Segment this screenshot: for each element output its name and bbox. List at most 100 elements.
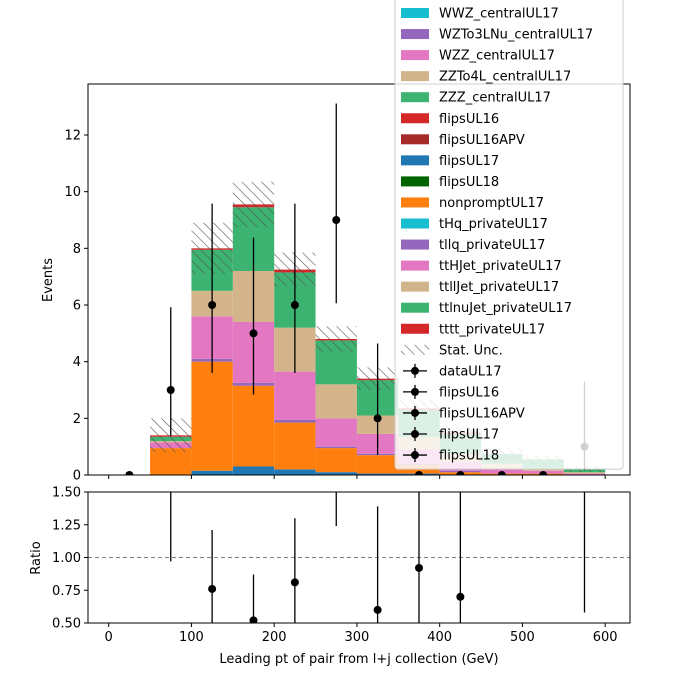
data-point-7 bbox=[414, 471, 423, 475]
top-ytick-label-5: 10 bbox=[64, 185, 81, 200]
ratio-xtick-label-2: 200 bbox=[262, 630, 287, 645]
ratio-ytick-label-1: 0.75 bbox=[52, 584, 81, 599]
bar-ttHJet_privateUL17-5 bbox=[315, 418, 357, 447]
top-ytick-label-3: 6 bbox=[73, 299, 81, 314]
legend-label-9: nonpromptUL17 bbox=[439, 196, 544, 211]
bar-ttHJet_privateUL17-11 bbox=[563, 473, 606, 475]
data-point-10 bbox=[539, 471, 548, 475]
bar-tllq_privateUL17-5 bbox=[315, 446, 357, 449]
legend-label-10: tHq_privateUL17 bbox=[439, 217, 548, 232]
legend-swatch-8 bbox=[401, 176, 429, 187]
legend-marker-17 bbox=[411, 366, 419, 375]
ratio-ytick-label-4: 1.50 bbox=[52, 486, 81, 501]
legend-swatch-10 bbox=[401, 218, 429, 229]
legend-label-18: flipsUL16 bbox=[439, 385, 499, 400]
legend-marker-21 bbox=[411, 451, 419, 460]
ratio-point-6 bbox=[414, 563, 423, 572]
legend-swatch-13 bbox=[401, 281, 429, 292]
legend-label-7: flipsUL17 bbox=[439, 154, 499, 169]
bar-nonpromptUL17-6 bbox=[356, 455, 399, 474]
ratio-point-2 bbox=[249, 616, 258, 623]
ratio-xtick-label-5: 500 bbox=[510, 630, 535, 645]
legend-label-14: ttlnuJet_privateUL17 bbox=[439, 301, 572, 316]
legend-label-1: WZTo3LNu_centralUL17 bbox=[439, 28, 593, 43]
legend-label-0: WWZ_centralUL17 bbox=[439, 7, 559, 22]
legend-label-6: flipsUL16APV bbox=[439, 133, 525, 148]
bar-flipsUL17-3 bbox=[232, 466, 275, 475]
legend-swatch-stat-unc bbox=[401, 344, 429, 355]
bar-flipsUL17-6 bbox=[356, 473, 399, 475]
legend-swatch-6 bbox=[401, 134, 429, 145]
legend-swatch-12 bbox=[401, 260, 429, 271]
legend: WWZ_centralUL17 WZTo3LNu_centralUL17 WZZ_c… bbox=[394, 0, 624, 470]
data-point-1 bbox=[166, 386, 175, 394]
legend-label-15: tttt_privateUL17 bbox=[439, 322, 545, 337]
data-point-6 bbox=[373, 414, 382, 423]
bar-flipsUL17-2 bbox=[191, 470, 233, 475]
bar-flipsUL17-4 bbox=[274, 469, 316, 475]
legend-box bbox=[394, 0, 624, 470]
bar-nonpromptUL17-2 bbox=[191, 361, 233, 471]
bar-ttHJet_privateUL17-4 bbox=[274, 371, 316, 420]
legend-swatch-0 bbox=[401, 8, 429, 18]
stat-unc-band-3 bbox=[232, 181, 275, 228]
legend-swatch-11 bbox=[401, 239, 429, 250]
legend-swatch-5 bbox=[401, 113, 429, 124]
legend-swatch-3 bbox=[401, 71, 429, 82]
ratio-point-1 bbox=[208, 584, 217, 593]
data-point-9 bbox=[497, 471, 506, 475]
data-point-4 bbox=[290, 301, 299, 309]
ratio-point-3 bbox=[290, 578, 299, 587]
top-axes-frame bbox=[87, 83, 631, 476]
legend-marker-20 bbox=[411, 430, 419, 438]
legend-label-5: flipsUL16 bbox=[439, 112, 499, 127]
legend-label-13: ttllJet_privateUL17 bbox=[439, 280, 559, 295]
legend-swatch-15 bbox=[401, 323, 429, 334]
legend-label-11: tllq_privateUL17 bbox=[439, 238, 545, 253]
ratio-content bbox=[88, 492, 630, 623]
top-ytick-label-2: 4 bbox=[73, 355, 81, 370]
ratio-plot-panel: 0.50 0.75 1.00 1.25 1.50 0 100 200 300 400 500 600 bbox=[52, 486, 631, 645]
legend-label-20: flipsUL17 bbox=[439, 428, 499, 443]
legend-label-17: dataUL17 bbox=[439, 364, 502, 379]
legend-label-8: flipsUL18 bbox=[439, 175, 499, 190]
data-point-2 bbox=[208, 301, 217, 309]
x-axis-label: Leading pt of pair from l+j collection (… bbox=[219, 652, 498, 667]
ratio-axes-frame bbox=[87, 491, 631, 624]
ratio-xtick-label-6: 600 bbox=[593, 630, 618, 645]
legend-swatch-14 bbox=[401, 302, 429, 313]
bar-tllq_privateUL17-4 bbox=[274, 419, 316, 423]
data-point-0 bbox=[125, 471, 134, 475]
ratio-ytick-label-0: 0.50 bbox=[52, 617, 81, 632]
data-point-5 bbox=[332, 216, 341, 224]
top-ytick-label-1: 2 bbox=[73, 412, 81, 427]
bar-ttllJet_privateUL17-5 bbox=[315, 384, 357, 419]
legend-swatch-1 bbox=[401, 29, 429, 40]
legend-label-2: WZZ_centralUL17 bbox=[439, 49, 555, 64]
data-points bbox=[125, 103, 589, 475]
legend-label-3: ZZTo4L_centralUL17 bbox=[439, 70, 571, 85]
legend-label-16: Stat. Unc. bbox=[439, 343, 503, 358]
legend-label-12: ttHJet_privateUL17 bbox=[439, 259, 562, 274]
ratio-xtick-label-3: 300 bbox=[345, 630, 370, 645]
bar-nonpromptUL17-1 bbox=[150, 448, 192, 475]
legend-label-4: ZZZ_centralUL17 bbox=[439, 91, 551, 106]
stat-unc-band-5 bbox=[315, 326, 357, 352]
legend-marker-18 bbox=[411, 387, 419, 396]
data-point-3 bbox=[249, 329, 258, 338]
ratio-xtick-label-0: 0 bbox=[105, 630, 113, 645]
bar-nonpromptUL17-5 bbox=[315, 448, 357, 473]
bar-flipsUL17-5 bbox=[315, 472, 357, 475]
ratio-xtick-label-4: 400 bbox=[427, 630, 452, 645]
ratio-xtick-label-1: 100 bbox=[179, 630, 204, 645]
legend-label-21: flipsUL18 bbox=[439, 449, 499, 464]
ratio-ytick-label-2: 1.00 bbox=[52, 551, 81, 566]
legend-label-19: flipsUL16APV bbox=[439, 406, 525, 421]
legend-swatch-4 bbox=[401, 92, 429, 103]
legend-swatch-9 bbox=[401, 197, 429, 208]
bar-nonpromptUL17-3 bbox=[232, 385, 275, 467]
top-ytick-label-6: 12 bbox=[64, 129, 81, 144]
ratio-point-7 bbox=[456, 592, 465, 601]
ratio-ytick-label-3: 1.25 bbox=[52, 518, 81, 533]
top-ytick-label-4: 8 bbox=[73, 242, 81, 257]
